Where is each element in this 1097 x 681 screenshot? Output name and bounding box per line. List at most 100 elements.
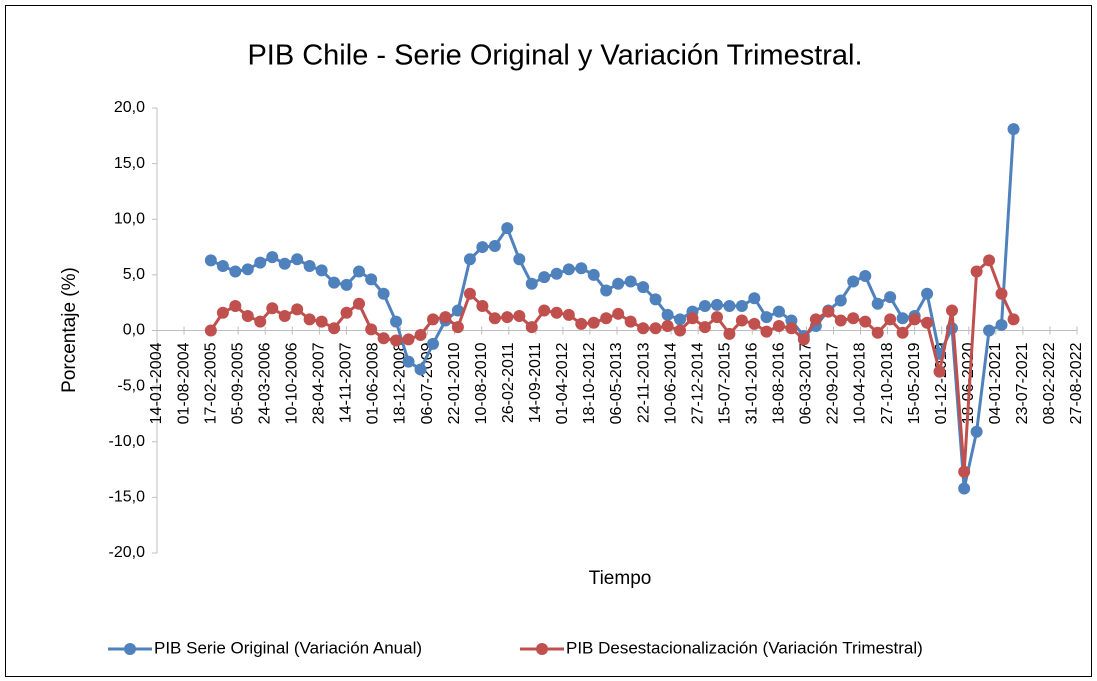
- data-point: [352, 265, 365, 278]
- x-tick-label: 10-08-2010: [473, 342, 490, 424]
- data-point: [884, 313, 897, 326]
- x-tick-label: 24-03-2006: [256, 342, 273, 424]
- x-tick-label: 06-03-2017: [798, 342, 815, 424]
- data-point: [637, 322, 650, 335]
- data-point: [562, 308, 575, 321]
- x-tick-label: 22-11-2013: [635, 342, 652, 423]
- x-tick-label: 14-09-2011: [527, 342, 544, 423]
- chart-title: PIB Chile - Serie Original y Variación T…: [247, 40, 862, 72]
- data-point: [204, 324, 217, 337]
- y-tick-label: 0,0: [123, 322, 145, 339]
- data-point: [871, 326, 884, 339]
- data-point: [340, 278, 353, 291]
- data-point: [921, 287, 934, 300]
- data-point: [414, 328, 427, 341]
- data-point: [612, 277, 625, 290]
- data-point: [427, 313, 439, 326]
- data-point: [748, 317, 761, 330]
- data-point: [748, 292, 761, 305]
- data-point: [772, 305, 785, 318]
- y-tick-label: 5,0: [123, 266, 145, 283]
- x-tick-label: 26-02-2011: [500, 342, 517, 423]
- data-point: [674, 324, 687, 337]
- x-tick-label: 27-12-2014: [689, 342, 706, 424]
- data-point: [723, 300, 736, 313]
- data-point: [562, 263, 575, 276]
- x-tick-label: 18-08-2016: [771, 342, 788, 424]
- x-tick-label: 17-02-2005: [202, 342, 219, 424]
- data-point: [698, 300, 711, 313]
- data-point: [970, 265, 983, 278]
- data-point: [402, 355, 415, 368]
- x-tick-label: 10-06-2014: [662, 342, 679, 424]
- data-point: [303, 259, 316, 272]
- data-point: [254, 315, 267, 328]
- data-point: [983, 324, 996, 337]
- data-point: [859, 269, 872, 282]
- data-point: [871, 297, 884, 310]
- x-tick-label: 01-06-2008: [365, 342, 382, 424]
- data-point: [983, 254, 996, 267]
- x-tick-label: 05-09-2005: [229, 342, 246, 424]
- data-point: [834, 294, 847, 307]
- data-point: [488, 239, 501, 252]
- data-point: [809, 313, 822, 326]
- data-point: [266, 251, 279, 264]
- data-point: [661, 308, 674, 321]
- data-point: [291, 253, 304, 266]
- legend-marker: [124, 643, 136, 655]
- data-point: [463, 287, 476, 300]
- y-tick-label: -20,0: [109, 544, 146, 561]
- x-tick-label: 27-08-2022: [1068, 342, 1085, 424]
- data-point: [266, 302, 279, 315]
- data-point: [674, 313, 687, 326]
- data-point: [945, 304, 958, 317]
- data-point: [637, 281, 650, 294]
- data-point: [686, 312, 699, 325]
- y-tick-label: 20,0: [114, 99, 145, 116]
- data-point: [328, 276, 341, 289]
- x-tick-label: 28-04-2007: [311, 342, 328, 424]
- data-point: [216, 306, 229, 319]
- data-point: [377, 332, 390, 345]
- data-point: [365, 323, 378, 336]
- data-point: [847, 275, 860, 288]
- data-point: [352, 297, 365, 310]
- legend-marker: [536, 643, 548, 655]
- data-point: [254, 256, 267, 269]
- data-point: [600, 312, 613, 325]
- x-tick-label: 31-01-2016: [744, 342, 761, 424]
- data-point: [933, 365, 946, 378]
- data-point: [538, 271, 551, 284]
- data-point: [1007, 313, 1020, 326]
- data-point: [402, 333, 415, 346]
- data-point: [735, 314, 748, 327]
- data-point: [538, 304, 551, 317]
- data-point: [760, 325, 773, 338]
- y-tick-label: -5,0: [117, 377, 145, 394]
- data-point: [525, 277, 538, 290]
- y-axis-title: Porcentaje (%): [59, 267, 80, 393]
- data-point: [710, 311, 723, 324]
- y-tick-label: -15,0: [109, 489, 146, 506]
- data-point: [303, 313, 316, 326]
- data-point: [772, 320, 785, 333]
- data-point: [921, 316, 934, 329]
- x-tick-label: 14-11-2007: [338, 342, 355, 423]
- data-point: [710, 298, 723, 311]
- data-point: [649, 293, 662, 306]
- x-tick-label: 06-05-2013: [608, 342, 625, 424]
- data-point: [896, 312, 909, 325]
- x-tick-label: 08-02-2022: [1041, 342, 1058, 424]
- data-point: [216, 259, 229, 272]
- data-point: [525, 321, 538, 334]
- data-point: [587, 268, 600, 281]
- x-tick-label: 22-01-2010: [446, 342, 463, 424]
- data-point: [315, 315, 328, 328]
- data-point: [760, 311, 773, 324]
- x-tick-label: 22-09-2017: [825, 342, 842, 424]
- data-point: [698, 321, 711, 334]
- data-point: [229, 265, 242, 278]
- data-point: [390, 334, 403, 347]
- data-point: [834, 314, 847, 327]
